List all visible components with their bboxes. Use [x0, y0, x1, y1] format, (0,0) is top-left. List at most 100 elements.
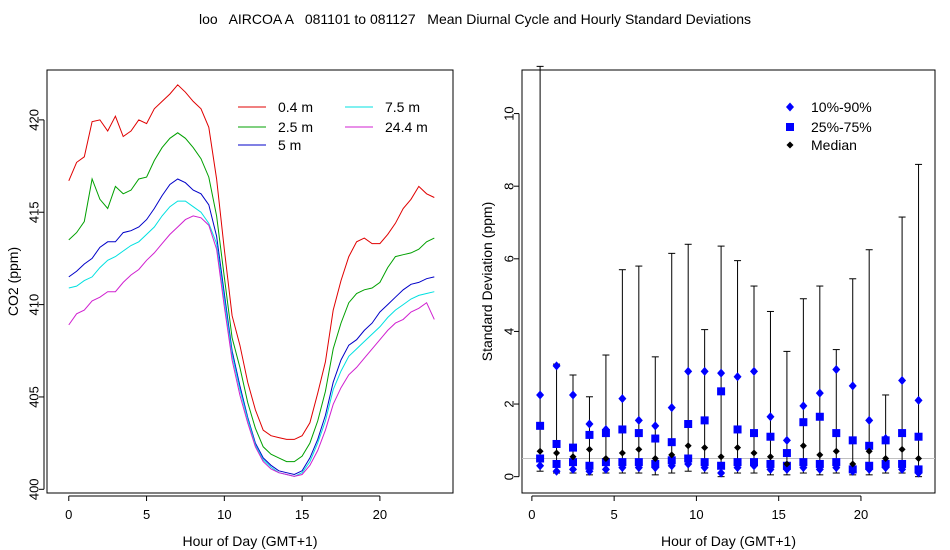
y-axis-label-right: Standard Deviation (ppm): [479, 202, 495, 362]
point-p25-p75: [651, 434, 660, 443]
point-p10-p90: [733, 372, 742, 382]
point-median: [783, 460, 791, 468]
point-p25-p75: [766, 459, 775, 468]
legend-label: Median: [811, 137, 857, 153]
series-line-0-4-m: [68, 84, 435, 440]
x-tick-label-left: 10: [217, 507, 231, 522]
point-p10-p90: [601, 464, 610, 474]
legend-label: 2.5 m: [278, 119, 313, 135]
point-p25-p75: [914, 465, 923, 474]
point-p10-p90: [585, 419, 594, 429]
x-tick-label-right: 15: [771, 507, 785, 522]
point-median: [766, 453, 774, 461]
point-median: [734, 444, 742, 452]
y-tick-label-right: 0: [502, 473, 517, 480]
x-axis-label-left: Hour of Day (GMT+1): [183, 533, 318, 549]
point-p25-p75: [536, 454, 545, 463]
point-p25-p75: [684, 420, 693, 429]
point-p10-p90: [667, 403, 676, 413]
point-p10-p90: [552, 466, 561, 476]
point-p25-p75: [618, 458, 627, 467]
y-tick-label-right: 8: [502, 183, 517, 190]
point-p25-p75: [552, 439, 561, 448]
point-median: [750, 449, 758, 457]
point-median: [569, 453, 577, 461]
point-median: [898, 445, 906, 453]
point-median: [882, 455, 890, 463]
point-p25-p75: [667, 456, 676, 465]
point-p25-p75: [569, 458, 578, 467]
point-median: [668, 451, 676, 459]
point-p25-p75: [898, 459, 907, 468]
point-median: [536, 447, 544, 455]
point-median: [684, 442, 692, 450]
point-p25-p75: [717, 387, 726, 396]
point-median: [849, 460, 857, 468]
legend-label: 5 m: [278, 137, 301, 153]
point-p10-p90: [717, 468, 726, 478]
point-median: [585, 445, 593, 453]
point-p25-p75: [634, 458, 643, 467]
point-median: [701, 444, 709, 452]
point-p10-p90: [815, 388, 824, 398]
point-median: [651, 455, 659, 463]
point-p25-p75: [700, 416, 709, 425]
legend-marker: [786, 123, 794, 131]
legend-label: 24.4 m: [385, 119, 428, 135]
point-median: [618, 449, 626, 457]
point-median: [635, 445, 643, 453]
point-p25-p75: [815, 412, 824, 421]
point-p10-p90: [569, 390, 578, 400]
point-p25-p75: [815, 459, 824, 468]
point-p25-p75: [717, 461, 726, 470]
point-p25-p75: [799, 458, 808, 467]
x-axis-label-right: Hour of Day (GMT+1): [661, 533, 796, 549]
point-p25-p75: [700, 458, 709, 467]
point-p10-p90: [552, 361, 561, 371]
point-p25-p75: [750, 458, 759, 467]
point-p25-p75: [799, 418, 808, 427]
point-median: [865, 447, 873, 455]
series-line-7-5-m: [68, 200, 435, 477]
point-p25-p75: [569, 443, 578, 452]
point-p25-p75: [848, 436, 857, 445]
point-p25-p75: [585, 430, 594, 439]
x-tick-label-right: 10: [689, 507, 703, 522]
point-p25-p75: [865, 441, 874, 450]
point-p10-p90: [865, 415, 874, 425]
point-p10-p90: [766, 412, 775, 422]
point-p10-p90: [634, 415, 643, 425]
series-line-24-4-m: [68, 215, 435, 477]
point-p25-p75: [848, 465, 857, 474]
point-p10-p90: [684, 366, 693, 376]
point-p10-p90: [700, 366, 709, 376]
plot-frame-right: [521, 69, 936, 494]
point-p25-p75: [865, 461, 874, 470]
plot-frame-left: [46, 69, 454, 494]
legend-label: 25%-75%: [811, 119, 872, 135]
y-tick-label-left: 400: [27, 478, 42, 500]
chart-title: loo AIRCOA A 081101 to 081127 Mean Diurn…: [198, 11, 752, 27]
legend-marker: [786, 102, 794, 112]
point-p25-p75: [684, 454, 693, 463]
point-median: [915, 455, 923, 463]
x-tick-label-left: 5: [143, 507, 150, 522]
point-p25-p75: [601, 429, 610, 438]
y-tick-label-right: 4: [502, 328, 517, 335]
y-tick-label-left: 420: [27, 109, 42, 131]
point-median: [799, 442, 807, 450]
y-tick-label-left: 405: [27, 386, 42, 408]
x-tick-label-left: 20: [373, 507, 387, 522]
point-p25-p75: [651, 459, 660, 468]
point-p10-p90: [848, 381, 857, 391]
point-p10-p90: [536, 461, 545, 471]
series-line-5-m: [68, 178, 435, 476]
point-p25-p75: [618, 425, 627, 434]
point-p25-p75: [536, 421, 545, 430]
point-p25-p75: [601, 458, 610, 467]
point-p25-p75: [634, 429, 643, 438]
point-median: [816, 451, 824, 459]
legend-marker: [786, 141, 794, 149]
point-p10-p90: [914, 395, 923, 405]
point-p25-p75: [766, 432, 775, 441]
